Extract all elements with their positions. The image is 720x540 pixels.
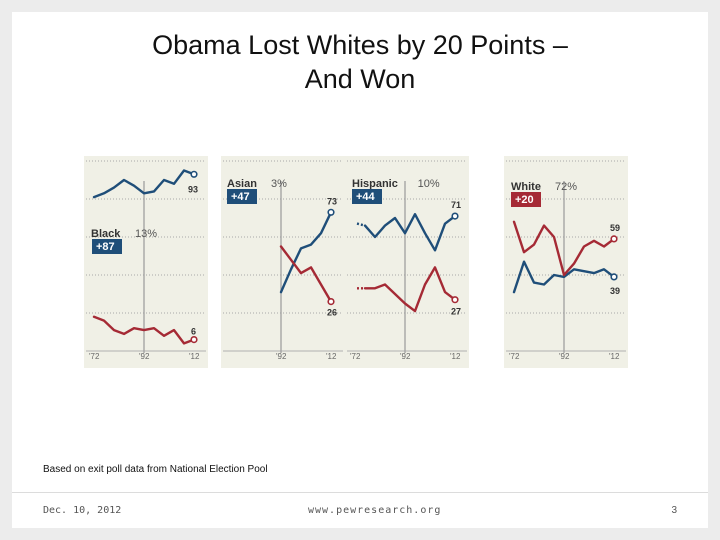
group-name: Hispanic [352,178,398,190]
tick-label: '12 [189,352,200,361]
title-line-2: And Won [304,64,416,94]
title-line-1: Obama Lost Whites by 20 Points – [152,30,568,60]
footer-date: Dec. 10, 2012 [43,505,122,516]
source-note: Based on exit poll data from National El… [43,464,268,475]
chart-asian: '92 '12 73 26 Asian 3% +47 [221,156,345,368]
tick-label: '72 [89,352,100,361]
footer-url: www.pewresearch.org [308,505,442,516]
end-value-label: 26 [327,308,337,318]
slide-title: Obama Lost Whites by 20 Points – And Won [12,28,708,96]
democratic-line [512,260,616,294]
democratic-line-dashed [356,222,366,227]
margin-badge [92,239,122,254]
tick-label: '12 [609,352,620,361]
tick-label: '92 [276,352,287,361]
end-point [451,296,459,304]
end-value-label: 59 [610,223,620,233]
republican-line [279,245,333,303]
group-share: 13% [135,228,157,240]
end-point [451,212,459,220]
margin-badge [352,189,382,204]
end-value-label: 27 [451,307,461,317]
group-name: White [511,181,541,193]
group-share: 10% [418,178,440,190]
end-point [327,298,335,306]
chart-hispanic: '72 '92 '12 71 27 Hispanic 10% +44 [345,156,469,368]
group-share: 3% [271,178,287,190]
charts-area: '72 '92 '12 93 6 Black 13% +87 '92 '12 73 26 Asian 3%… [84,156,628,368]
tick-label: '92 [139,352,150,361]
end-point [190,170,198,178]
republican-line [363,266,457,313]
chart-black: '72 '92 '12 93 6 Black 13% +87 [84,156,208,368]
end-value-label: 71 [451,200,461,210]
group-name: Asian [227,178,257,190]
page-number: 3 [671,505,677,516]
group-share: 72% [555,181,577,193]
slide: Obama Lost Whites by 20 Points – And Won… [12,12,708,528]
end-point [327,208,335,216]
margin-badge-label: +47 [231,191,250,203]
republican-line [512,220,616,277]
end-point [610,235,618,243]
democratic-line [279,211,333,294]
tick-label: '12 [450,352,461,361]
tick-label: '72 [509,352,520,361]
tick-label: '92 [559,352,570,361]
chart-white: '72 '92 '12 39 59 White 72% +20 [504,156,628,368]
tick-label: '72 [350,352,361,361]
margin-badge-label: +44 [356,191,376,203]
end-value-label: 6 [191,327,196,337]
panel-background [84,156,208,368]
end-point [190,336,198,344]
end-value-label: 93 [188,184,198,194]
end-value-label: 73 [327,196,337,206]
end-point [610,273,618,281]
footer-divider [12,492,708,493]
margin-badge-label: +20 [515,194,534,206]
margin-badge-label: +87 [96,241,115,253]
tick-label: '12 [326,352,337,361]
group-name: Black [91,228,121,240]
end-value-label: 39 [610,286,620,296]
tick-label: '92 [400,352,411,361]
democratic-line [363,213,457,252]
margin-badge [227,189,257,204]
republican-line [92,315,196,345]
margin-badge [511,192,541,207]
democratic-line [92,169,196,199]
